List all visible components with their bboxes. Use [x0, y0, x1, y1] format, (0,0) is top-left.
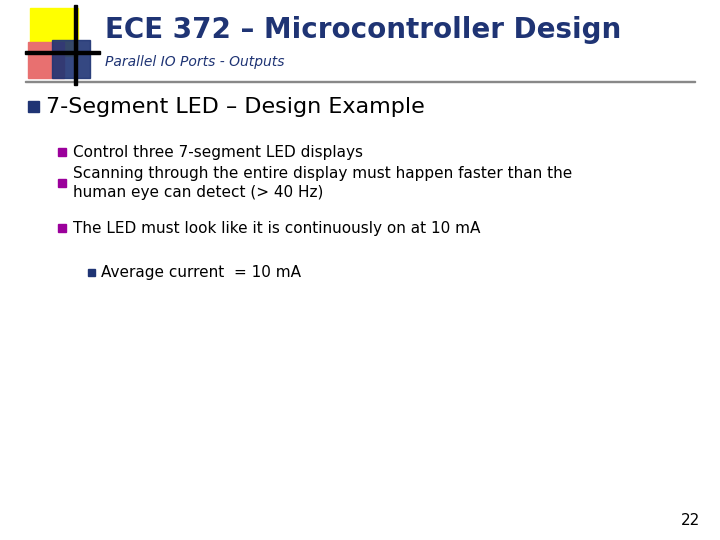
- Bar: [58, 148, 66, 156]
- Bar: [30, 8, 78, 56]
- Text: Average current  = 10 mA: Average current = 10 mA: [101, 265, 301, 280]
- Text: Control three 7-segment LED displays: Control three 7-segment LED displays: [73, 145, 363, 159]
- Text: 7-Segment LED – Design Example: 7-Segment LED – Design Example: [46, 97, 425, 117]
- Bar: [88, 269, 95, 276]
- Bar: [58, 224, 66, 232]
- Bar: [28, 101, 39, 112]
- Text: ECE 372 – Microcontroller Design: ECE 372 – Microcontroller Design: [105, 16, 621, 44]
- Text: Parallel IO Ports - Outputs: Parallel IO Ports - Outputs: [105, 55, 284, 69]
- Text: The LED must look like it is continuously on at 10 mA: The LED must look like it is continuousl…: [73, 220, 480, 235]
- Bar: [28, 42, 64, 78]
- Bar: [52, 40, 90, 78]
- Bar: [25, 51, 100, 54]
- Bar: [58, 179, 66, 187]
- Text: Scanning through the entire display must happen faster than the
human eye can de: Scanning through the entire display must…: [73, 166, 572, 200]
- Text: 22: 22: [680, 513, 700, 528]
- Bar: [25, 81, 695, 82]
- Bar: [74, 5, 77, 85]
